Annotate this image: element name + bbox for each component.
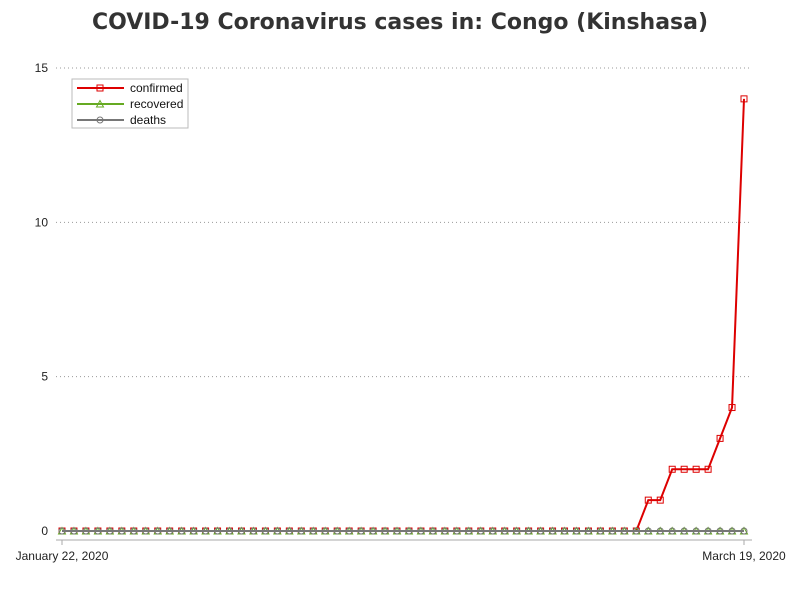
data-point-deaths <box>704 527 712 535</box>
data-point-deaths <box>501 527 509 535</box>
data-point-confirmed <box>668 465 676 473</box>
data-point-deaths <box>214 527 222 535</box>
data-point-deaths <box>549 527 557 535</box>
data-point-deaths <box>477 527 485 535</box>
data-point-deaths <box>70 527 78 535</box>
data-point-deaths <box>345 527 353 535</box>
data-point-deaths <box>321 527 329 535</box>
data-point-deaths <box>417 527 425 535</box>
legend-marker-deaths <box>96 116 104 124</box>
data-point-confirmed <box>704 465 712 473</box>
data-point-deaths <box>584 527 592 535</box>
y-tick-label: 15 <box>35 61 49 75</box>
data-point-deaths <box>178 527 186 535</box>
data-point-deaths <box>202 527 210 535</box>
data-point-confirmed <box>716 434 724 442</box>
data-point-deaths <box>309 527 317 535</box>
data-point-confirmed <box>680 465 688 473</box>
y-tick-label: 10 <box>35 215 49 229</box>
data-point-deaths <box>632 527 640 535</box>
data-point-deaths <box>82 527 90 535</box>
legend-marker-recovered <box>95 99 105 108</box>
data-point-deaths <box>525 527 533 535</box>
data-point-deaths <box>596 527 604 535</box>
data-point-deaths <box>106 527 114 535</box>
data-point-deaths <box>273 527 281 535</box>
series-confirmed <box>58 95 748 535</box>
legend-label-deaths: deaths <box>130 113 166 127</box>
data-point-deaths <box>118 527 126 535</box>
data-point-deaths <box>190 527 198 535</box>
data-point-deaths <box>142 527 150 535</box>
data-point-confirmed <box>644 496 652 504</box>
data-point-deaths <box>561 527 569 535</box>
data-point-deaths <box>608 527 616 535</box>
x-tick-label: January 22, 2020 <box>16 549 109 563</box>
data-point-deaths <box>297 527 305 535</box>
data-point-deaths <box>357 527 365 535</box>
data-point-deaths <box>237 527 245 535</box>
data-point-deaths <box>537 527 545 535</box>
data-point-deaths <box>465 527 473 535</box>
data-point-deaths <box>405 527 413 535</box>
data-point-deaths <box>680 527 688 535</box>
x-tick-label: March 19, 2020 <box>702 549 786 563</box>
series-line-confirmed <box>62 98 745 532</box>
data-point-confirmed <box>656 496 664 504</box>
data-point-deaths <box>166 527 174 535</box>
data-point-deaths <box>393 527 401 535</box>
data-point-deaths <box>453 527 461 535</box>
data-point-deaths <box>740 527 748 535</box>
legend: confirmed recovered deaths <box>71 78 189 129</box>
data-point-deaths <box>668 527 676 535</box>
data-point-deaths <box>429 527 437 535</box>
data-point-deaths <box>58 527 66 535</box>
data-point-deaths <box>94 527 102 535</box>
data-point-deaths <box>381 527 389 535</box>
data-point-deaths <box>441 527 449 535</box>
data-point-deaths <box>728 527 736 535</box>
data-point-deaths <box>249 527 257 535</box>
data-point-deaths <box>226 527 234 535</box>
data-point-deaths <box>369 527 377 535</box>
y-tick-label: 5 <box>41 370 48 384</box>
legend-label-confirmed: confirmed <box>130 81 183 95</box>
legend-marker-confirmed <box>96 84 104 92</box>
data-point-confirmed <box>728 404 736 412</box>
data-point-deaths <box>489 527 497 535</box>
y-tick-label: 0 <box>41 524 48 538</box>
chart-title: COVID-19 Coronavirus cases in: Congo (Ki… <box>91 10 709 35</box>
data-point-deaths <box>130 527 138 535</box>
data-point-deaths <box>261 527 269 535</box>
data-point-deaths <box>285 527 293 535</box>
data-point-confirmed <box>740 95 748 103</box>
data-point-deaths <box>620 527 628 535</box>
data-point-deaths <box>333 527 341 535</box>
data-point-deaths <box>513 527 521 535</box>
legend-label-recovered: recovered <box>130 97 183 111</box>
data-point-deaths <box>716 527 724 535</box>
data-point-deaths <box>572 527 580 535</box>
data-point-deaths <box>644 527 652 535</box>
data-point-deaths <box>656 527 664 535</box>
series-deaths <box>58 527 748 535</box>
data-point-deaths <box>154 527 162 535</box>
data-point-deaths <box>692 527 700 535</box>
data-point-confirmed <box>692 465 700 473</box>
